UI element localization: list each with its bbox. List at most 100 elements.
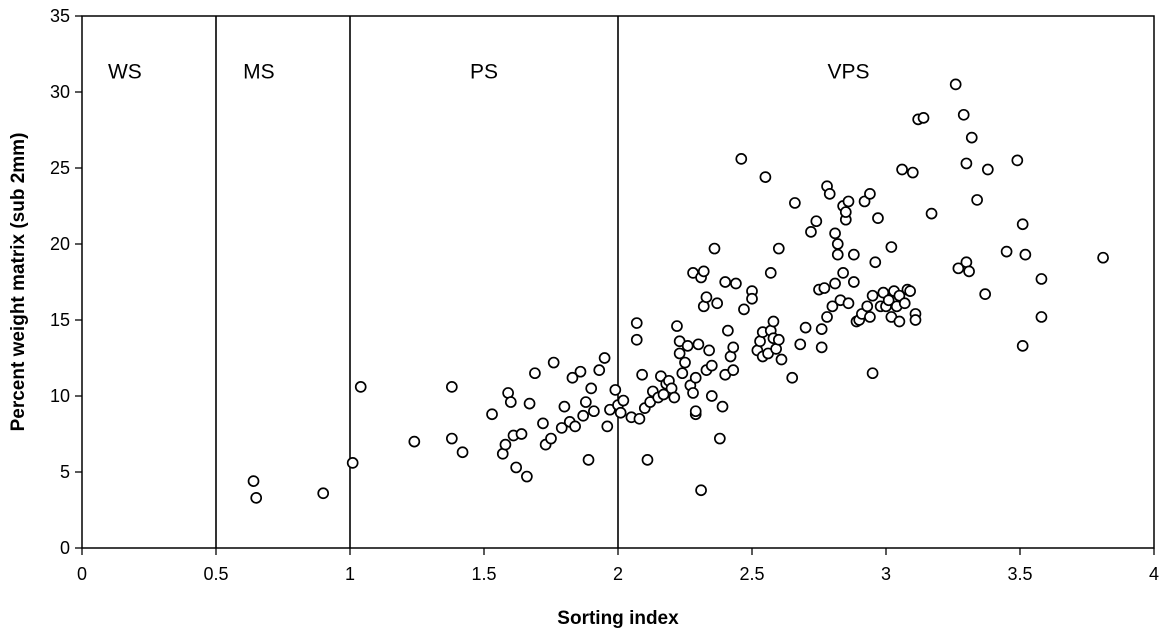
data-point <box>1000 245 1013 258</box>
data-point <box>676 367 689 380</box>
data-point <box>1019 248 1032 261</box>
data-point <box>767 315 780 328</box>
data-point <box>839 206 852 218</box>
x-tick-label: 0 <box>77 564 87 584</box>
data-point <box>711 297 724 310</box>
data-point <box>598 352 611 364</box>
data-point <box>1035 273 1048 285</box>
x-tick-label: 2.5 <box>739 564 764 584</box>
data-point <box>981 163 994 176</box>
data-point <box>504 396 517 408</box>
data-point <box>727 341 740 354</box>
data-point <box>713 432 726 445</box>
data-point <box>695 484 707 497</box>
y-tick-label: 10 <box>50 386 70 406</box>
data-point <box>815 341 828 354</box>
data-point <box>831 248 844 261</box>
data-point <box>523 397 536 410</box>
data-point <box>842 195 855 208</box>
x-axis-title: Sorting index <box>557 608 679 629</box>
data-point <box>545 432 557 445</box>
data-point <box>566 371 579 384</box>
data-point <box>671 320 683 332</box>
x-tick-label: 0.5 <box>203 564 228 584</box>
data-point <box>719 276 732 288</box>
data-point <box>818 282 831 294</box>
data-point <box>499 438 512 451</box>
data-point <box>864 187 876 200</box>
data-point <box>730 277 742 290</box>
data-point <box>885 241 898 253</box>
data-point <box>810 215 823 228</box>
data-point <box>247 475 260 487</box>
data-point <box>826 300 839 313</box>
x-tick-label: 3.5 <box>1007 564 1032 584</box>
plot-frame <box>81 15 1155 549</box>
x-tick-label: 3 <box>881 564 891 584</box>
data-point <box>949 78 962 91</box>
data-point <box>445 381 458 393</box>
data-point <box>486 408 498 421</box>
data-point <box>317 487 330 500</box>
data-point <box>250 491 263 504</box>
data-point <box>346 457 359 469</box>
data-point <box>515 428 528 440</box>
data-point <box>794 338 807 351</box>
data-point <box>1097 251 1109 264</box>
data-point <box>799 321 812 334</box>
data-point <box>614 406 627 419</box>
data-point <box>569 420 581 433</box>
data-point <box>582 453 595 466</box>
data-point <box>609 384 622 396</box>
data-point <box>1035 311 1048 323</box>
data-point <box>971 194 983 206</box>
data-point <box>716 400 729 413</box>
data-point <box>957 108 970 121</box>
data-point <box>641 453 654 466</box>
data-point <box>872 212 884 225</box>
data-point <box>917 111 930 124</box>
data-point <box>738 303 750 316</box>
data-point <box>786 371 799 384</box>
region-label-vps: VPS <box>827 60 869 83</box>
data-point <box>842 297 855 310</box>
data-points <box>247 78 1109 504</box>
x-axis: 0 0.5 1 1.5 2 2.5 3 3.5 4 <box>77 548 1159 584</box>
region-labels: WS MS PS VPS <box>108 60 870 83</box>
data-point <box>708 242 721 255</box>
data-point <box>727 364 740 377</box>
data-point <box>735 153 748 165</box>
y-tick-label: 35 <box>50 6 70 26</box>
data-point <box>529 367 541 380</box>
data-point <box>898 297 911 310</box>
data-point <box>815 323 828 335</box>
data-point <box>577 409 590 422</box>
data-point <box>896 163 908 176</box>
y-tick-label: 25 <box>50 158 70 178</box>
y-axis-title: Percent weight matrix (sub 2mm) <box>8 133 29 432</box>
data-point <box>847 248 860 261</box>
data-point <box>831 238 844 250</box>
data-point <box>705 390 718 402</box>
data-point <box>904 285 916 297</box>
data-point <box>925 207 938 220</box>
data-point <box>692 338 705 351</box>
x-tick-label: 4 <box>1149 564 1159 584</box>
data-point <box>772 333 785 346</box>
data-point <box>555 422 568 434</box>
data-point <box>1011 154 1024 167</box>
data-point <box>687 387 699 399</box>
data-point <box>963 265 975 278</box>
data-point <box>861 300 874 313</box>
data-point <box>579 396 592 408</box>
data-point <box>630 317 643 329</box>
data-point <box>837 267 849 279</box>
region-label-ws: WS <box>108 60 142 83</box>
data-point <box>588 405 600 418</box>
data-point <box>906 166 919 179</box>
data-point <box>746 292 758 305</box>
data-point <box>700 291 713 304</box>
region-label-ms: MS <box>243 60 275 83</box>
data-point <box>681 339 694 352</box>
